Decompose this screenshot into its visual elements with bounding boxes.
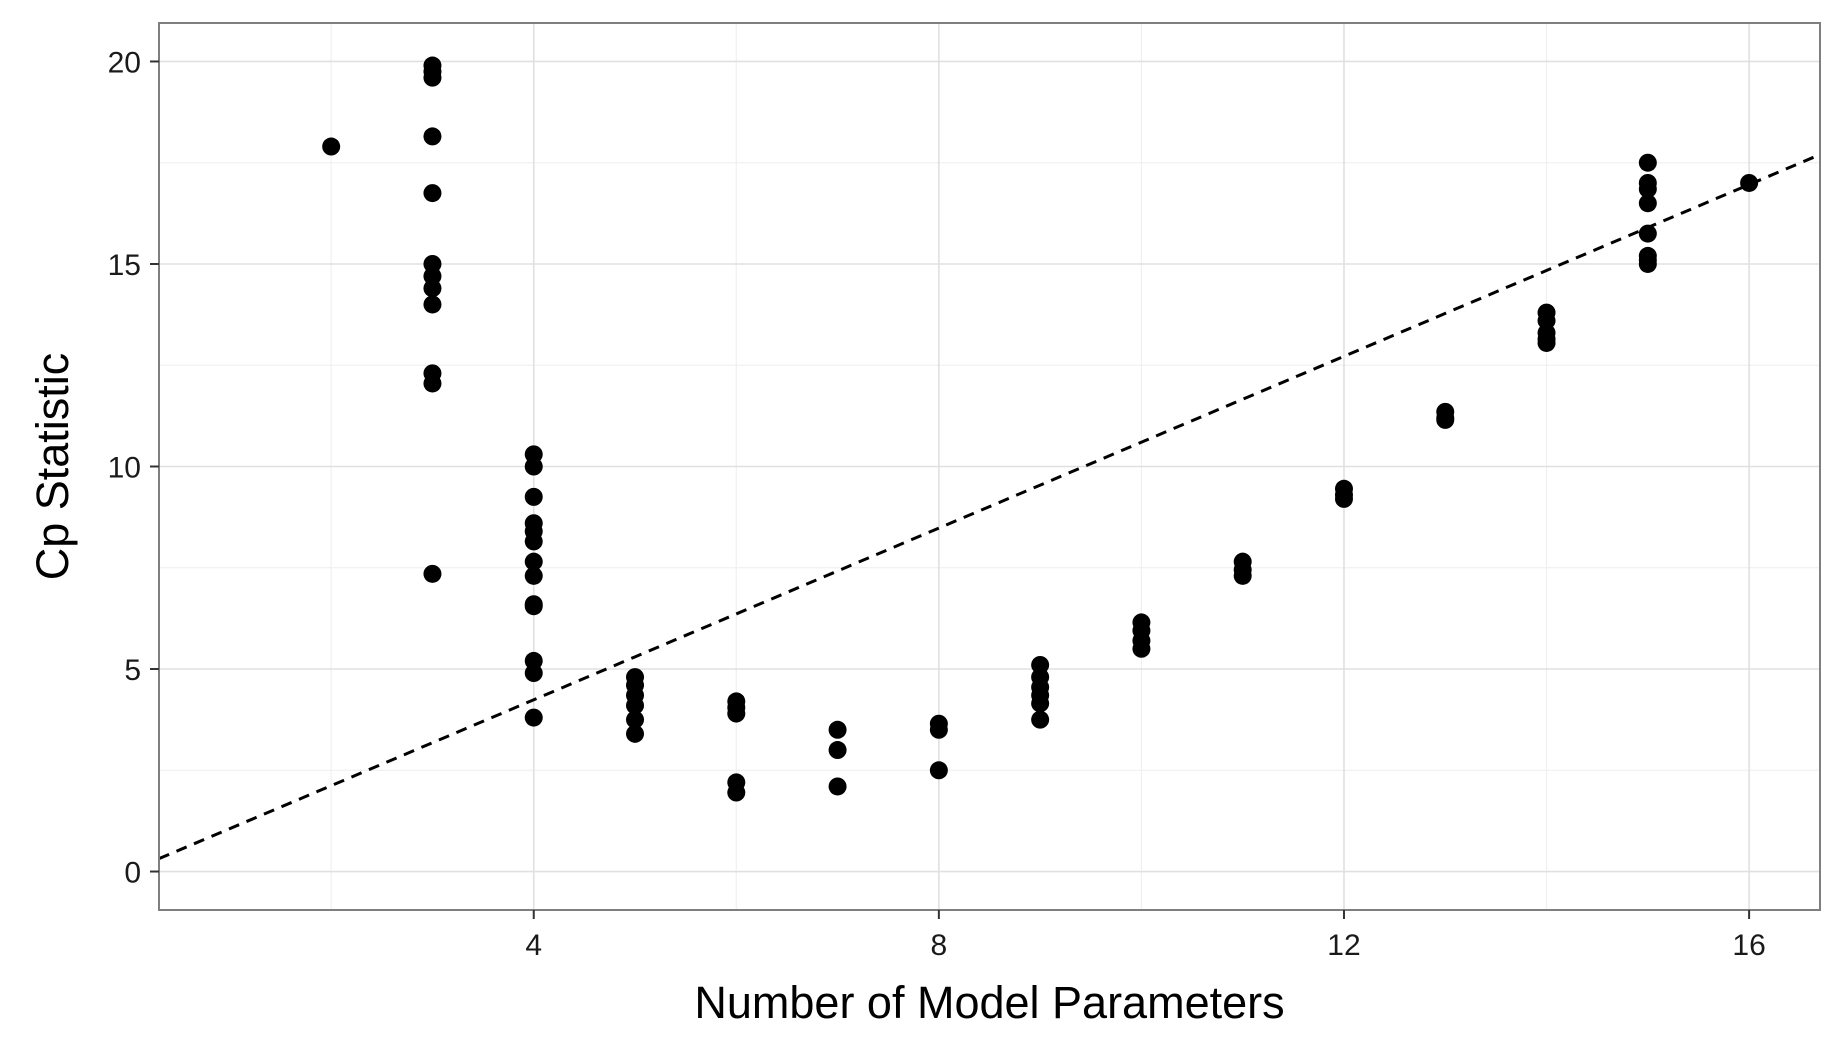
data-point xyxy=(524,708,543,727)
data-point xyxy=(1233,566,1252,585)
data-point xyxy=(423,564,442,583)
data-point xyxy=(524,487,543,506)
data-point xyxy=(1638,194,1657,213)
data-point xyxy=(1334,489,1353,508)
y-tick-label: 20 xyxy=(108,46,141,79)
data-point xyxy=(1031,694,1050,713)
data-point xyxy=(524,566,543,585)
data-point xyxy=(1740,173,1759,192)
data-point xyxy=(828,741,847,760)
data-point xyxy=(423,374,442,393)
data-point xyxy=(626,724,645,743)
data-point xyxy=(929,720,948,739)
x-tick-label: 12 xyxy=(1327,929,1360,962)
data-point xyxy=(929,761,948,780)
y-axis-ticks: 0 5 10 15 20 xyxy=(108,46,159,890)
data-point xyxy=(1031,710,1050,729)
data-point xyxy=(1638,180,1657,199)
y-tick-label: 5 xyxy=(124,654,141,687)
x-tick-label: 4 xyxy=(525,929,542,962)
data-point xyxy=(423,279,442,298)
x-axis-title: Number of Model Parameters xyxy=(694,977,1284,1028)
data-point xyxy=(727,704,746,723)
reference-line xyxy=(159,153,1820,861)
data-point xyxy=(1638,224,1657,243)
data-point xyxy=(423,184,442,203)
data-point xyxy=(828,777,847,796)
x-tick-label: 16 xyxy=(1732,929,1765,962)
data-points xyxy=(322,56,1759,802)
data-point xyxy=(322,137,341,156)
y-tick-label: 15 xyxy=(108,249,141,282)
data-point xyxy=(524,552,543,571)
data-point xyxy=(1537,333,1556,352)
data-point xyxy=(524,532,543,551)
y-axis-title: Cp Statistic xyxy=(27,353,78,581)
data-point xyxy=(423,127,442,146)
y-tick-label: 10 xyxy=(108,452,141,485)
data-point xyxy=(524,457,543,476)
data-point xyxy=(1132,639,1151,658)
data-point xyxy=(626,696,645,715)
data-point xyxy=(1436,410,1455,429)
data-point xyxy=(727,783,746,802)
major-gridlines xyxy=(159,23,1820,910)
data-point xyxy=(423,295,442,314)
data-point xyxy=(423,68,442,87)
y-tick-label: 0 xyxy=(124,857,141,890)
data-point xyxy=(828,720,847,739)
data-point xyxy=(524,597,543,616)
data-point xyxy=(524,664,543,683)
x-axis-ticks: 4 8 12 16 xyxy=(525,910,1766,962)
data-point xyxy=(626,710,645,729)
data-point xyxy=(1638,153,1657,172)
data-point xyxy=(1638,254,1657,273)
x-tick-label: 8 xyxy=(931,929,948,962)
